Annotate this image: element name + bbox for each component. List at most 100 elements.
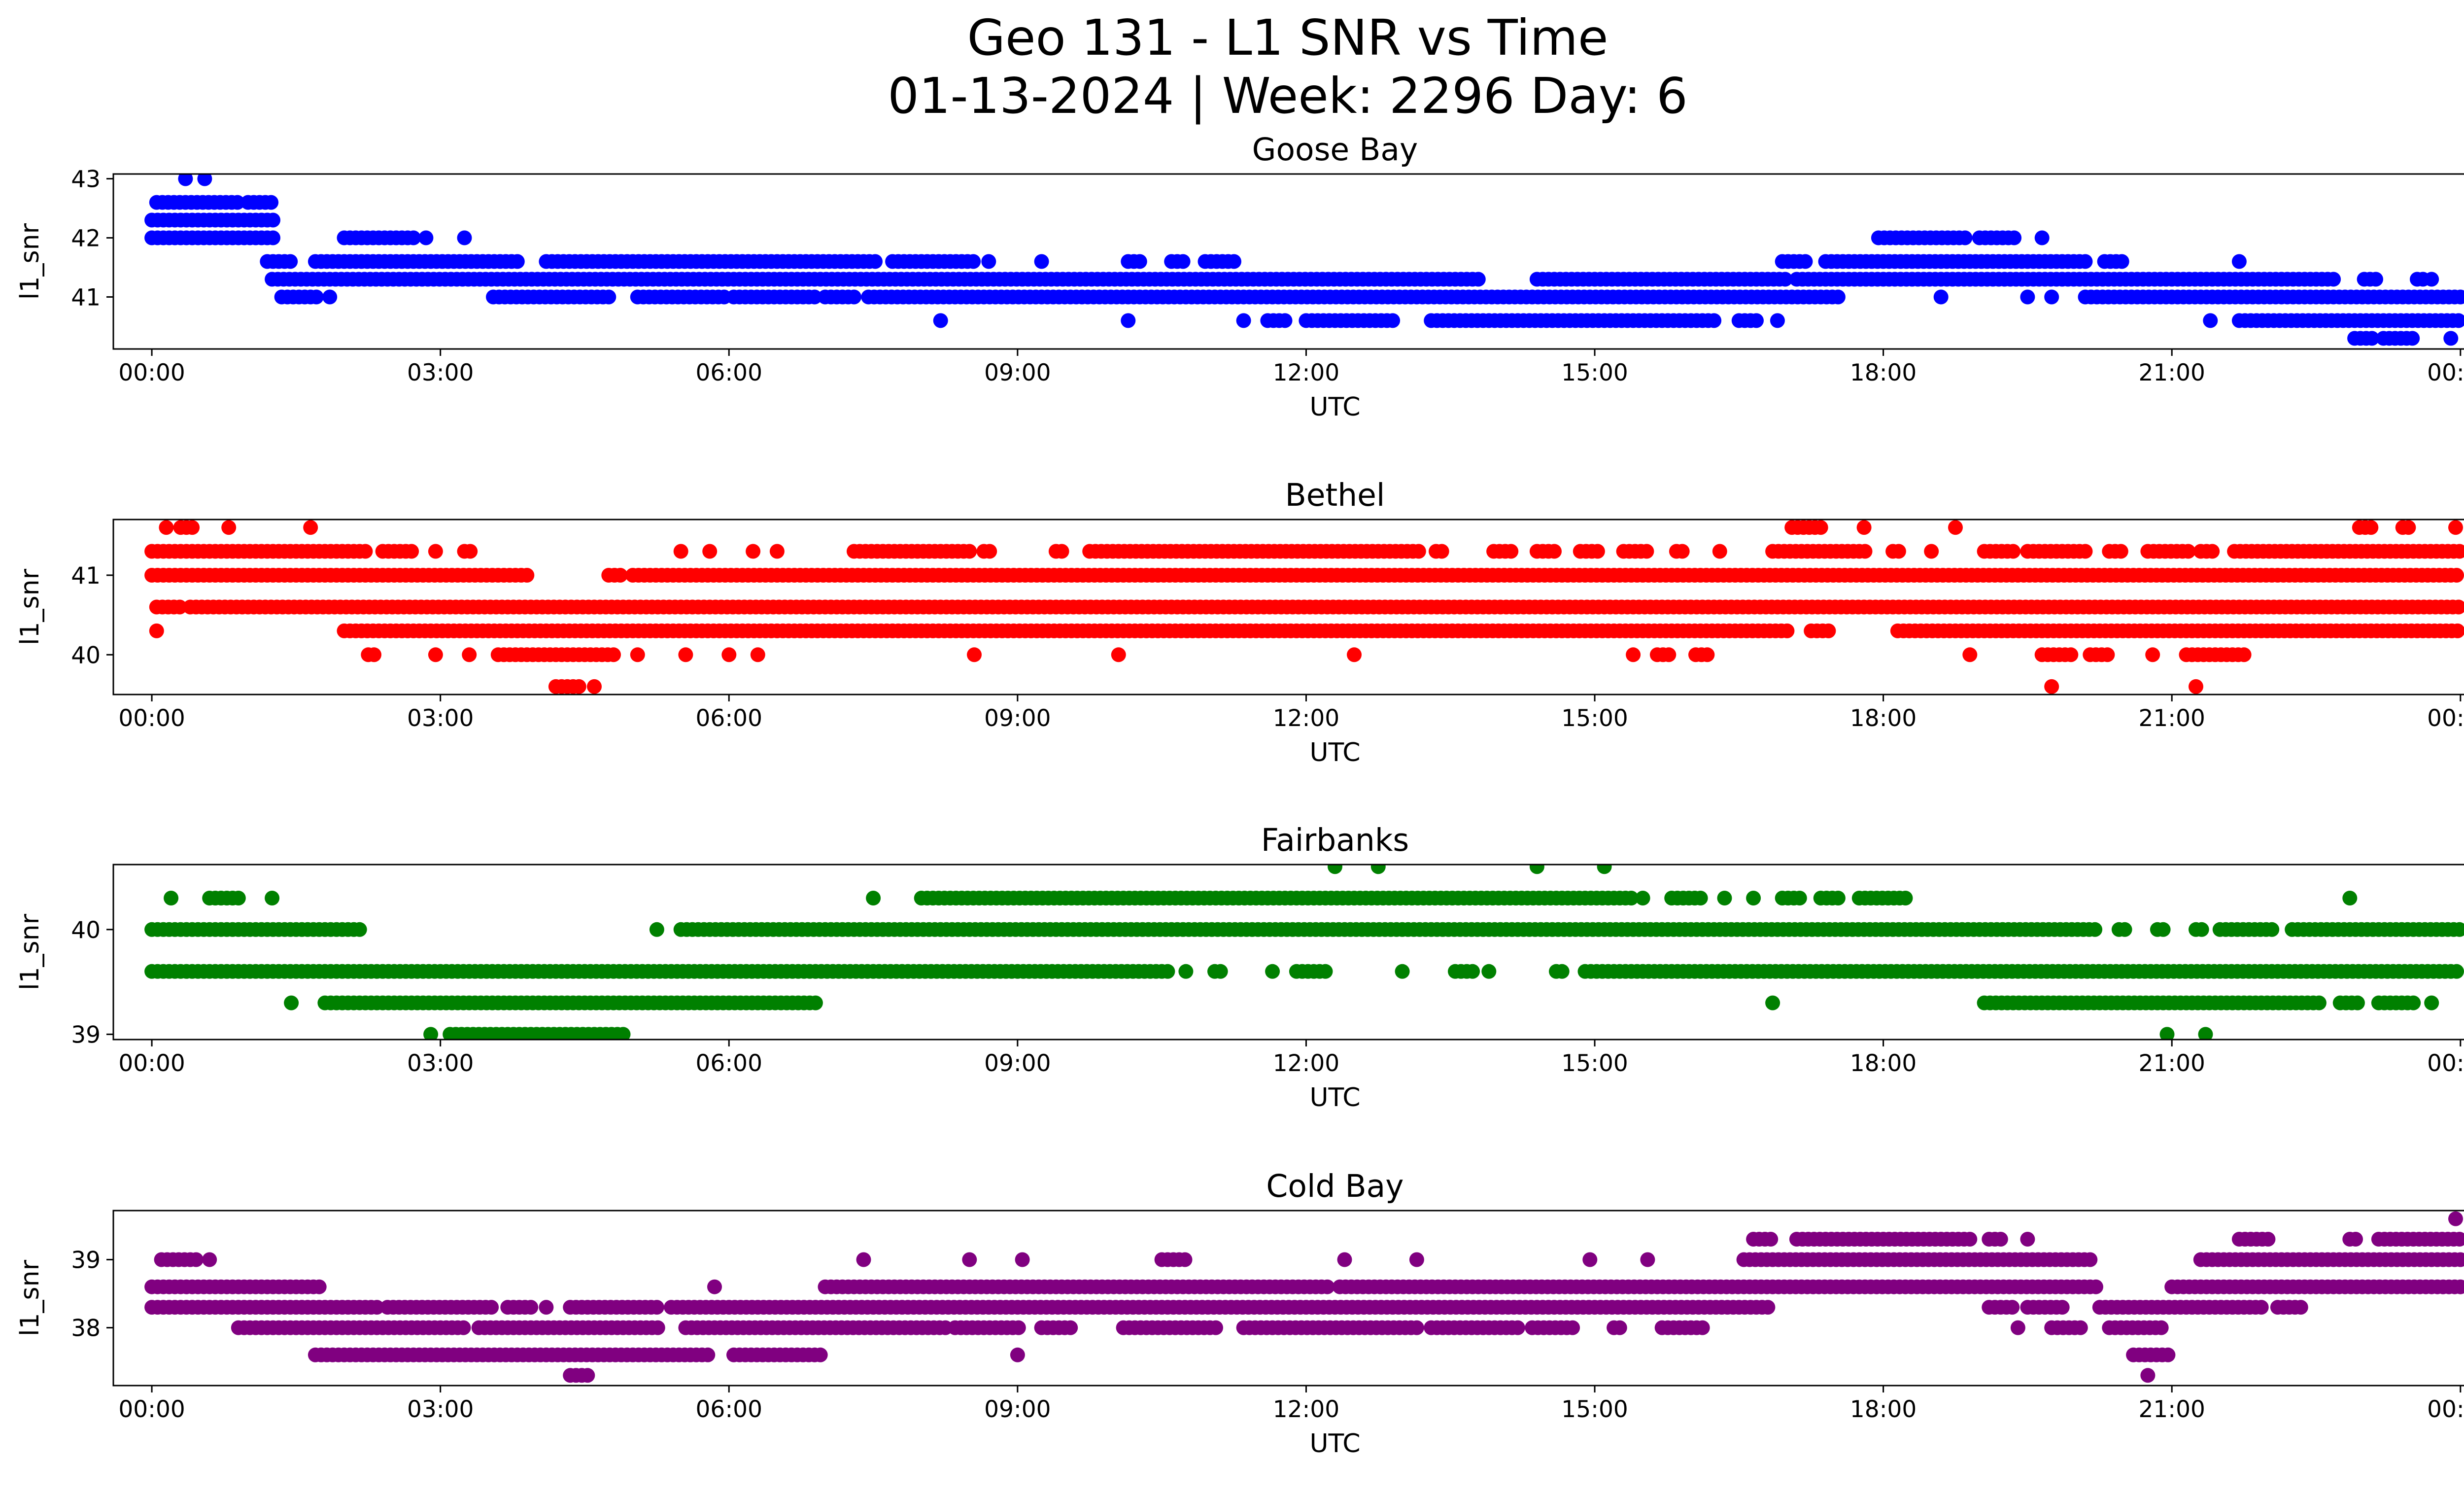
data-point — [2203, 313, 2218, 328]
fairbanks-axes-frame — [112, 864, 2464, 1041]
x-tick-label: 00:00 — [2427, 359, 2464, 386]
data-point — [1624, 891, 1639, 905]
data-point — [523, 1300, 539, 1315]
y-axis-label: l1_snr — [15, 1259, 45, 1336]
x-tick-label: 09:00 — [984, 359, 1051, 386]
data-point — [2453, 1252, 2464, 1267]
data-point — [1765, 995, 1780, 1010]
x-axis-label: UTC — [1309, 1083, 1360, 1113]
data-point — [1328, 865, 1342, 874]
data-point — [2448, 1211, 2463, 1226]
data-point — [358, 544, 373, 559]
data-point — [1175, 254, 1191, 269]
x-tick-label: 00:00 — [118, 359, 185, 386]
data-point — [1347, 647, 1362, 662]
data-point — [2364, 331, 2380, 346]
data-point — [750, 647, 765, 662]
data-point — [1504, 544, 1519, 559]
bethel-axes-frame — [112, 519, 2464, 695]
data-point — [2020, 1232, 2035, 1247]
data-point — [1320, 1279, 1335, 1294]
data-point — [149, 623, 164, 638]
data-point — [2145, 647, 2160, 662]
data-point — [1813, 520, 1828, 535]
data-point — [1798, 254, 1813, 269]
data-point — [1160, 964, 1175, 979]
x-tick-label: 15:00 — [1561, 1050, 1628, 1077]
data-point — [1054, 544, 1069, 559]
data-point — [539, 1300, 554, 1315]
data-point — [2154, 1320, 2169, 1335]
data-point — [1612, 1320, 1627, 1335]
x-tick-label: 03:00 — [407, 359, 474, 386]
data-point — [856, 1252, 871, 1267]
y-tick-label: 40 — [71, 917, 101, 944]
y-tick-label: 39 — [71, 1247, 101, 1274]
data-point — [678, 647, 693, 662]
x-tick-label: 00:00 — [2427, 1050, 2464, 1077]
y-tick-label: 38 — [71, 1315, 101, 1342]
data-point — [962, 544, 977, 559]
data-point — [966, 254, 981, 269]
data-point — [1565, 1320, 1580, 1335]
data-point — [673, 544, 688, 559]
goose-bay-title: Goose Bay — [1252, 132, 1418, 168]
fairbanks-title: Fairbanks — [1261, 822, 1409, 858]
data-point — [1948, 520, 1963, 535]
data-point — [2448, 520, 2463, 535]
x-tick-label: 00:00 — [2427, 1396, 2464, 1423]
data-point — [1700, 647, 1715, 662]
data-point — [1590, 544, 1605, 559]
data-point — [2449, 568, 2464, 583]
data-point — [2348, 1232, 2363, 1247]
data-point — [2326, 272, 2341, 287]
data-point — [1746, 891, 1761, 905]
x-tick-label: 12:00 — [1273, 1050, 1339, 1077]
data-point — [1529, 865, 1544, 874]
data-point — [2140, 1368, 2156, 1383]
data-point — [2006, 544, 2021, 559]
data-point — [2194, 922, 2209, 937]
data-point — [2088, 922, 2103, 937]
data-point — [2405, 331, 2420, 346]
data-point — [2342, 891, 2358, 905]
data-point — [369, 1300, 384, 1315]
data-point — [1695, 1320, 1710, 1335]
x-tick-label: 12:00 — [1273, 1396, 1339, 1423]
data-point — [1763, 1232, 1779, 1247]
data-point — [1010, 1347, 1025, 1362]
x-tick-label: 15:00 — [1561, 705, 1628, 732]
figure-title-line-2: 01-13-2024 | Week: 2296 Day: 6 — [888, 67, 1688, 125]
data-point — [1510, 1320, 1525, 1335]
x-tick-label: 21:00 — [2138, 1396, 2205, 1423]
data-point — [866, 891, 881, 905]
data-point — [1778, 272, 1793, 287]
data-point — [1434, 544, 1449, 559]
data-point — [2078, 254, 2093, 269]
x-tick-label: 00:00 — [118, 1396, 185, 1423]
x-axis-label: UTC — [1309, 392, 1360, 422]
data-point — [2452, 1232, 2464, 1247]
data-point — [266, 212, 280, 228]
data-point — [1132, 254, 1147, 269]
cold-bay-points — [144, 1211, 2464, 1383]
data-point — [1121, 313, 1136, 328]
x-tick-label: 03:00 — [407, 1396, 474, 1423]
x-tick-label: 12:00 — [1273, 705, 1339, 732]
data-point — [2254, 1300, 2269, 1315]
data-point — [283, 254, 298, 269]
data-point — [1277, 313, 1293, 328]
data-point — [1639, 544, 1654, 559]
data-point — [1385, 313, 1401, 328]
data-point — [580, 1368, 595, 1383]
data-point — [1675, 544, 1690, 559]
data-point — [484, 1300, 499, 1315]
data-point — [1821, 623, 1836, 638]
data-point — [2117, 922, 2132, 937]
data-point — [606, 647, 621, 662]
bethel-title: Bethel — [1285, 477, 1385, 513]
data-point — [1547, 544, 1562, 559]
data-point — [172, 599, 187, 615]
data-point — [406, 230, 421, 245]
